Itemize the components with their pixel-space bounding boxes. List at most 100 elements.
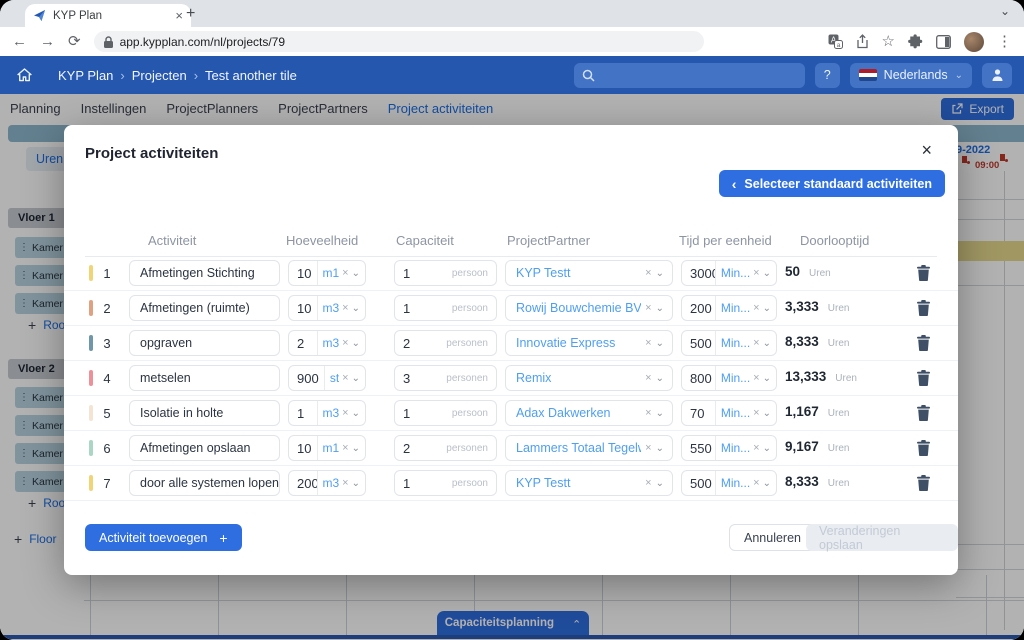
time-unit-select[interactable]: Min... × ⌄ xyxy=(716,336,776,350)
profile-avatar[interactable] xyxy=(964,32,984,52)
capacity-input[interactable]: 2 personen xyxy=(394,330,497,356)
activity-name-input[interactable]: Afmetingen opslaan xyxy=(129,435,280,461)
close-icon[interactable]: × xyxy=(921,141,932,159)
remove-icon[interactable]: × xyxy=(342,407,348,419)
select-standard-activities-button[interactable]: ‹ Selecteer standaard activiteiten xyxy=(719,170,945,197)
cancel-button[interactable]: Annuleren xyxy=(729,524,816,551)
time-per-unit-control[interactable]: 800 Min... × ⌄ xyxy=(681,365,777,391)
translate-icon[interactable]: Aa xyxy=(828,34,843,49)
remove-icon[interactable]: × xyxy=(753,407,759,419)
quantity-input[interactable]: 200 xyxy=(289,476,317,491)
unit-select[interactable]: m3 × ⌄ xyxy=(318,336,366,350)
remove-icon[interactable]: × xyxy=(342,302,348,314)
remove-icon[interactable]: × xyxy=(342,442,348,454)
browser-tab[interactable]: KYP Plan × xyxy=(25,4,191,27)
activity-name-input[interactable]: Afmetingen (ruimte) xyxy=(129,295,280,321)
back-icon[interactable]: ← xyxy=(12,34,27,49)
sidebar-icon[interactable] xyxy=(936,35,951,49)
home-button[interactable] xyxy=(12,63,36,87)
quantity-control[interactable]: 10 m3 × ⌄ xyxy=(288,295,366,321)
time-per-unit-control[interactable]: 500 Min... × ⌄ xyxy=(681,330,777,356)
activity-name-input[interactable]: door alle systemen lopen xyxy=(129,470,280,496)
remove-icon[interactable]: × xyxy=(753,267,759,279)
capacity-input[interactable]: 1 persoon xyxy=(394,295,497,321)
time-per-unit-input[interactable]: 500 xyxy=(682,336,715,351)
time-per-unit-control[interactable]: 200 Min... × ⌄ xyxy=(681,295,777,321)
partner-select[interactable]: Lammers Totaal Tegelwerken × ⌄ xyxy=(505,435,673,461)
remove-icon[interactable]: × xyxy=(342,372,348,384)
tab-close-icon[interactable]: × xyxy=(175,8,183,23)
unit-select[interactable]: m1 × ⌄ xyxy=(318,266,366,280)
time-unit-select[interactable]: Min... × ⌄ xyxy=(716,301,776,315)
user-menu-button[interactable] xyxy=(982,63,1012,88)
breadcrumb-item[interactable]: Projecten xyxy=(132,68,187,83)
time-per-unit-input[interactable]: 70 xyxy=(682,406,715,421)
time-per-unit-input[interactable]: 550 xyxy=(682,441,715,456)
capacity-input[interactable]: 1 persoon xyxy=(394,400,497,426)
delete-row-button[interactable] xyxy=(917,265,930,286)
reload-icon[interactable]: ⟳ xyxy=(68,34,81,49)
remove-icon[interactable]: × xyxy=(641,372,655,384)
quantity-input[interactable]: 10 xyxy=(289,441,317,456)
remove-icon[interactable]: × xyxy=(753,477,759,489)
partner-select[interactable]: Innovatie Express × ⌄ xyxy=(505,330,673,356)
quantity-input[interactable]: 10 xyxy=(289,266,317,281)
breadcrumb-item[interactable]: KYP Plan xyxy=(58,68,113,83)
share-icon[interactable] xyxy=(856,34,869,49)
delete-row-button[interactable] xyxy=(917,300,930,321)
add-activity-button[interactable]: Activiteit toevoegen + xyxy=(85,524,242,551)
quantity-control[interactable]: 10 m1 × ⌄ xyxy=(288,435,366,461)
remove-icon[interactable]: × xyxy=(641,407,655,419)
remove-icon[interactable]: × xyxy=(641,442,655,454)
activity-name-input[interactable]: Isolatie in holte xyxy=(129,400,280,426)
extensions-puzzle-icon[interactable] xyxy=(908,34,923,49)
bookmark-star-icon[interactable]: ☆ xyxy=(882,34,895,49)
partner-select[interactable]: Rowij Bouwchemie BV × ⌄ xyxy=(505,295,673,321)
quantity-input[interactable]: 1 xyxy=(289,406,317,421)
quantity-control[interactable]: 200 m3 × ⌄ xyxy=(288,470,366,496)
tab-strip-chevron-icon[interactable]: ⌄ xyxy=(1000,4,1010,18)
delete-row-button[interactable] xyxy=(917,475,930,496)
quantity-control[interactable]: 10 m1 × ⌄ xyxy=(288,260,366,286)
time-per-unit-input[interactable]: 200 xyxy=(682,301,715,316)
time-unit-select[interactable]: Min... × ⌄ xyxy=(716,476,776,490)
help-button[interactable]: ? xyxy=(815,63,840,88)
capacity-value[interactable]: 1 xyxy=(395,266,452,281)
capacity-input[interactable]: 1 persoon xyxy=(394,470,497,496)
remove-icon[interactable]: × xyxy=(342,337,348,349)
capacity-value[interactable]: 3 xyxy=(395,371,446,386)
capacity-value[interactable]: 1 xyxy=(395,476,452,491)
delete-row-button[interactable] xyxy=(917,405,930,426)
time-per-unit-input[interactable]: 500 xyxy=(682,476,715,491)
time-unit-select[interactable]: Min... × ⌄ xyxy=(716,266,776,280)
time-per-unit-control[interactable]: 550 Min... × ⌄ xyxy=(681,435,777,461)
url-field[interactable]: app.kypplan.com/nl/projects/79 xyxy=(94,31,704,52)
quantity-control[interactable]: 1 m3 × ⌄ xyxy=(288,400,366,426)
capacity-value[interactable]: 1 xyxy=(395,301,452,316)
activity-name-input[interactable]: metselen xyxy=(129,365,280,391)
new-tab-icon[interactable]: + xyxy=(186,5,195,23)
partner-select[interactable]: KYP Testt × ⌄ xyxy=(505,260,673,286)
unit-select[interactable]: m3 × ⌄ xyxy=(318,406,366,420)
quantity-input[interactable]: 900 xyxy=(289,371,324,386)
activity-name-input[interactable]: Afmetingen Stichting xyxy=(129,260,280,286)
quantity-input[interactable]: 10 xyxy=(289,301,317,316)
remove-icon[interactable]: × xyxy=(753,302,759,314)
quantity-input[interactable]: 2 xyxy=(289,336,317,351)
browser-menu-kebab-icon[interactable]: ⋮ xyxy=(997,34,1012,49)
time-unit-select[interactable]: Min... × ⌄ xyxy=(716,406,776,420)
time-unit-select[interactable]: Min... × ⌄ xyxy=(716,441,776,455)
quantity-control[interactable]: 900 st × ⌄ xyxy=(288,365,366,391)
time-per-unit-input[interactable]: 3000 xyxy=(682,266,715,281)
partner-select[interactable]: KYP Testt × ⌄ xyxy=(505,470,673,496)
time-per-unit-input[interactable]: 800 xyxy=(682,371,715,386)
quantity-control[interactable]: 2 m3 × ⌄ xyxy=(288,330,366,356)
remove-icon[interactable]: × xyxy=(342,267,348,279)
language-selector[interactable]: Nederlands ⌄ xyxy=(850,63,972,88)
delete-row-button[interactable] xyxy=(917,370,930,391)
capacity-input[interactable]: 3 personen xyxy=(394,365,497,391)
partner-select[interactable]: Adax Dakwerken × ⌄ xyxy=(505,400,673,426)
activity-name-input[interactable]: opgraven xyxy=(129,330,280,356)
breadcrumb-item[interactable]: Test another tile xyxy=(205,68,297,83)
capacity-input[interactable]: 2 personen xyxy=(394,435,497,461)
